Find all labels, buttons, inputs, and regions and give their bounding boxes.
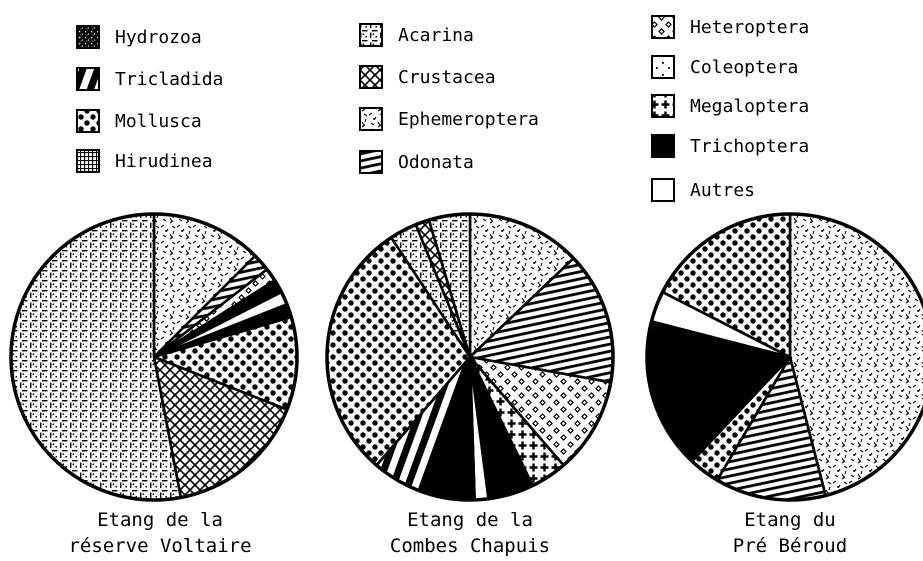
legend-label-odonata: Odonata [398,152,474,173]
pie-caption-line: Pré Béroud [733,535,847,557]
legend-item-tricladida: Tricladida [76,67,223,91]
pie-etang-du-pre-beroud [645,212,923,502]
legend-swatch-coleoptera [651,55,675,79]
legend-item-crustacea: Crustacea [359,65,496,89]
pie-caption-line: Etang de la [97,509,223,531]
legend-item-hydrozoa: Hydrozoa [76,25,202,49]
pie-outline [645,212,923,502]
pie-etang-de-la-reserve-voltaire [9,212,299,502]
legend-label-crustacea: Crustacea [398,67,496,88]
pie-caption-line: réserve Voltaire [68,535,251,557]
legend-swatch-megaloptera [651,94,675,118]
pie-outline [325,212,615,502]
legend-label-hydrozoa: Hydrozoa [115,27,202,48]
legend-item-odonata: Odonata [359,150,474,174]
legend-label-megaloptera: Megaloptera [690,96,809,117]
legend-swatch-autres [651,178,675,202]
legend-swatch-hirudinea [76,149,100,173]
legend: Hydrozoa Tricladida Mollusca Hirudinea Acari… [76,15,809,202]
legend-swatch-odonata [359,150,383,174]
pie-etang-de-la-combes-chapuis [325,212,615,502]
legend-swatch-crustacea [359,65,383,89]
legend-label-acarina: Acarina [398,25,474,46]
legend-label-coleoptera: Coleoptera [690,57,798,78]
pie-caption-line: Etang du [744,509,836,531]
legend-swatch-hydrozoa [76,25,100,49]
pie-charts [9,212,923,502]
pie-caption-line: Etang de la [407,509,533,531]
legend-item-ephemeroptera: Ephemeroptera [359,107,539,131]
legend-label-hirudinea: Hirudinea [115,151,213,172]
chart-captions: Etang de la réserve Voltaire Etang de la Co… [68,509,847,557]
pie-outline [9,212,299,502]
legend-swatch-mollusca [76,109,100,133]
legend-item-acarina: Acarina [359,23,474,47]
legend-label-ephemeroptera: Ephemeroptera [398,109,539,130]
legend-item-mollusca: Mollusca [76,109,202,133]
legend-item-megaloptera: Megaloptera [651,94,809,118]
legend-item-coleoptera: Coleoptera [651,55,798,79]
legend-item-hirudinea: Hirudinea [76,149,213,173]
legend-item-autres: Autres [651,178,755,202]
legend-item-heteroptera: Heteroptera [651,15,809,39]
legend-label-heteroptera: Heteroptera [690,17,809,38]
legend-swatch-heteroptera [651,15,675,39]
legend-swatch-tricladida [76,67,100,91]
legend-swatch-acarina [359,23,383,47]
legend-label-mollusca: Mollusca [115,111,202,132]
legend-label-autres: Autres [690,180,755,201]
legend-label-trichoptera: Trichoptera [690,136,809,157]
legend-label-tricladida: Tricladida [115,69,223,90]
legend-swatch-trichoptera [651,134,675,158]
pie-caption-line: Combes Chapuis [390,535,550,557]
legend-swatch-ephemeroptera [359,107,383,131]
legend-item-trichoptera: Trichoptera [651,134,809,158]
